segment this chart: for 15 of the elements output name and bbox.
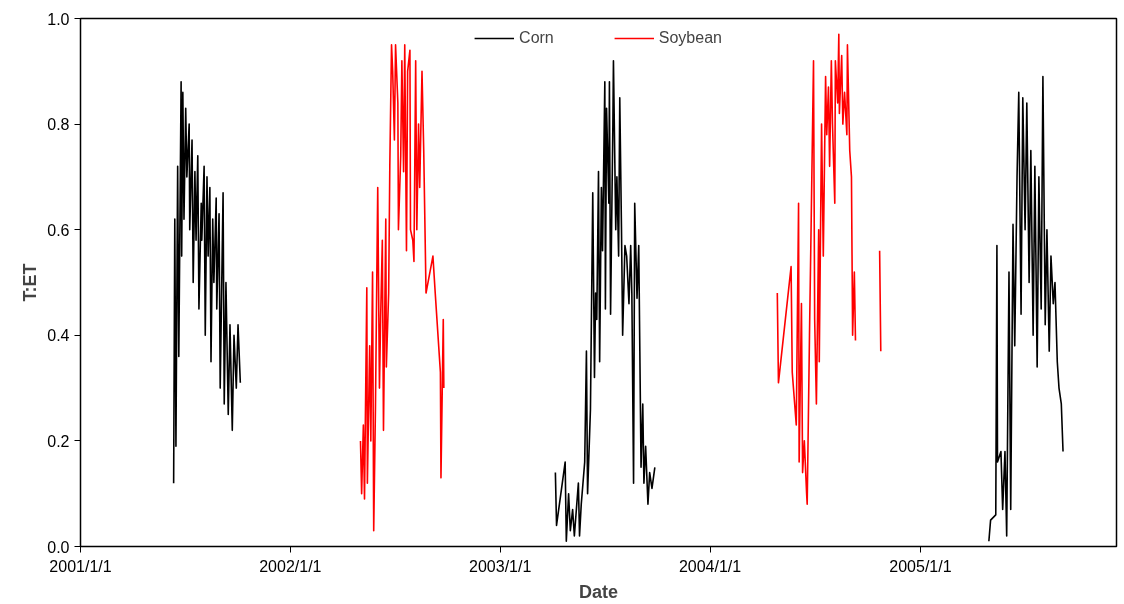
y-tick-label: 0.6 (47, 221, 70, 239)
legend-label: Soybean (658, 29, 722, 47)
y-tick-label: 0.0 (47, 538, 70, 556)
legend-label: Corn (519, 29, 554, 47)
y-tick-label: 0.2 (47, 432, 70, 450)
x-tick-label: 2005/1/1 (889, 557, 952, 575)
y-tick-label: 0.4 (47, 327, 70, 345)
x-tick-label: 2004/1/1 (678, 557, 742, 575)
y-tick-label: 1.0 (47, 10, 70, 28)
x-tick-label: 2003/1/1 (469, 557, 532, 575)
x-tick-label: 2002/1/1 (259, 557, 322, 575)
x-tick-label: 2001/1/1 (49, 557, 112, 575)
y-axis-title: T:ET (20, 263, 41, 302)
x-axis-title: Date (578, 581, 619, 602)
y-tick-label: 0.8 (47, 116, 70, 134)
